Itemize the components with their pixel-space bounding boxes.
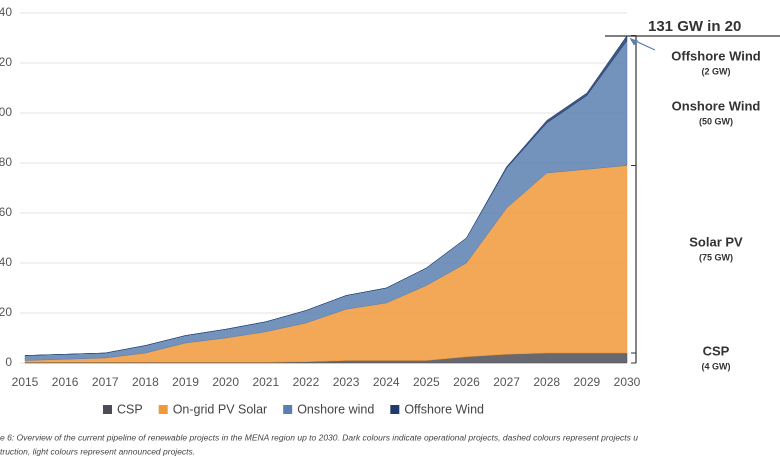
total-label: 131 GW in 20	[648, 18, 741, 35]
annotation-sub: (4 GW)	[702, 361, 731, 371]
legend-swatch	[158, 405, 168, 414]
x-tick-label: 2026	[453, 375, 480, 389]
y-tick-label: 40	[0, 255, 12, 269]
y-tick-label: 100	[0, 105, 12, 119]
x-tick-label: 2020	[212, 375, 239, 389]
annotation-sub: (2 GW)	[702, 66, 731, 76]
x-tick-label: 2028	[533, 375, 560, 389]
x-tick-label: 2024	[373, 375, 400, 389]
area	[24, 34, 628, 356]
x-tick-label: 2025	[413, 375, 440, 389]
legend-swatch	[103, 405, 112, 414]
legend-label: Onshore wind	[297, 402, 374, 416]
x-tick-label: 2017	[92, 375, 119, 389]
x-tick-label: 2021	[252, 375, 279, 389]
legend-label: On-grid PV Solar	[173, 402, 267, 416]
annotation: Solar PV	[689, 234, 743, 249]
legend-swatch	[390, 405, 400, 414]
annotation: Onshore Wind	[672, 98, 761, 113]
x-tick-label: 2015	[12, 375, 39, 389]
caption: truction, light colours represent announ…	[0, 446, 195, 456]
y-tick-label: 140	[0, 5, 12, 19]
y-tick-label: 60	[0, 205, 12, 219]
x-tick-label: 2030	[614, 375, 641, 389]
x-tick-label: 2029	[574, 375, 601, 389]
y-tick-label: 80	[0, 155, 12, 169]
x-tick-label: 2016	[52, 375, 79, 389]
y-tick-label: 20	[0, 305, 12, 319]
x-tick-label: 2027	[493, 375, 520, 389]
annotation-sub: (50 GW)	[699, 116, 733, 126]
x-tick-label: 2019	[172, 375, 199, 389]
legend-label: CSP	[117, 402, 143, 416]
x-tick-label: 2018	[132, 375, 159, 389]
annotation: CSP	[703, 343, 730, 358]
y-tick-label: 0	[5, 355, 12, 369]
annotation-sub: (75 GW)	[699, 252, 733, 262]
arrow-head	[630, 38, 638, 46]
annotation: Offshore Wind	[671, 48, 760, 63]
y-tick-label: 120	[0, 55, 12, 69]
x-tick-label: 2022	[293, 375, 320, 389]
legend-swatch	[283, 405, 293, 414]
area	[24, 165, 628, 363]
caption: e 6: Overview of the current pipeline of…	[0, 432, 638, 442]
legend-label: Offshore Wind	[404, 402, 484, 416]
x-tick-label: 2023	[333, 375, 360, 389]
